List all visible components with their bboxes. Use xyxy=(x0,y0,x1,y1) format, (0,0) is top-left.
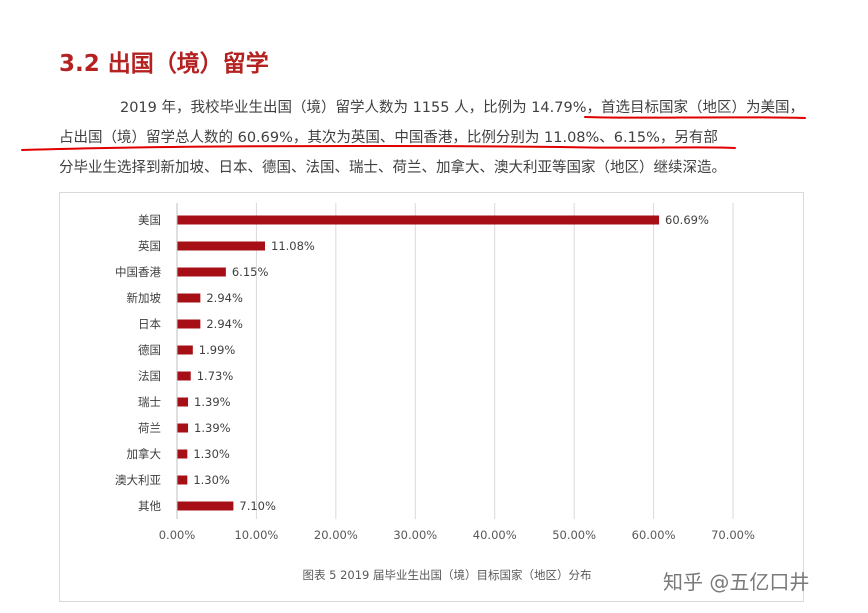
data-label: 1.73% xyxy=(197,369,234,383)
bar xyxy=(177,293,201,303)
x-tick-label: 20.00% xyxy=(314,528,358,542)
data-label: 11.08% xyxy=(271,239,315,253)
chart-title: 图表 5 2019 届毕业生出国（境）目标国家（地区）分布 xyxy=(302,568,591,582)
data-label: 1.30% xyxy=(193,473,230,487)
bar xyxy=(177,345,193,355)
data-label: 60.69% xyxy=(665,213,709,227)
data-label: 2.94% xyxy=(206,317,243,331)
bar xyxy=(177,241,266,251)
category-label: 英国 xyxy=(138,239,161,253)
paragraph-line-3: 分毕业生选择到新加坡、日本、德国、法国、瑞士、荷兰、加拿大、澳大利亚等国家（地区… xyxy=(59,160,726,176)
bar xyxy=(177,397,189,407)
data-label: 1.39% xyxy=(194,395,231,409)
bar xyxy=(177,423,189,433)
data-label: 2.94% xyxy=(206,291,243,305)
data-label: 6.15% xyxy=(232,265,269,279)
x-tick-label: 0.00% xyxy=(159,528,196,542)
x-tick-label: 50.00% xyxy=(552,528,596,542)
bar xyxy=(177,475,188,485)
category-label: 新加坡 xyxy=(127,291,162,305)
bar xyxy=(177,371,191,381)
chart-frame: 0.00% 10.00% 20.00% 30.00% 40.00% 50.00% 60.00… xyxy=(59,192,804,602)
category-label: 德国 xyxy=(138,343,161,357)
watermark: 知乎 @五亿口井 xyxy=(663,570,810,594)
category-label: 澳大利亚 xyxy=(115,473,161,487)
bar xyxy=(177,449,188,459)
data-label: 7.10% xyxy=(239,499,276,513)
category-label: 美国 xyxy=(138,213,161,227)
category-label: 其他 xyxy=(138,499,161,513)
bar xyxy=(177,267,226,277)
data-label: 1.99% xyxy=(199,343,236,357)
bar-chart: 0.00% 10.00% 20.00% 30.00% 40.00% 50.00% 60.00… xyxy=(115,203,755,582)
paragraph-line-1: 2019 年，我校毕业生出国（境）留学人数为 1155 人，比例为 14.79%… xyxy=(119,100,804,116)
category-label: 加拿大 xyxy=(127,447,162,461)
section-heading: 3.2 出国（境）留学 xyxy=(59,51,269,77)
data-label: 1.39% xyxy=(194,421,231,435)
category-label: 法国 xyxy=(138,369,161,383)
x-tick-label: 60.00% xyxy=(632,528,676,542)
x-tick-label: 10.00% xyxy=(234,528,278,542)
category-label: 中国香港 xyxy=(115,265,161,279)
bar xyxy=(177,319,201,329)
paragraph-line-2: 占出国（境）留学总人数的 60.69%，其次为英国、中国香港，比例分别为 11.… xyxy=(59,130,718,146)
x-tick-label: 30.00% xyxy=(393,528,437,542)
category-label: 瑞士 xyxy=(138,395,161,409)
x-tick-label: 70.00% xyxy=(711,528,755,542)
data-label: 1.30% xyxy=(193,447,230,461)
category-label: 日本 xyxy=(138,317,161,331)
bar xyxy=(177,215,660,225)
bar xyxy=(177,501,234,511)
x-tick-label: 40.00% xyxy=(473,528,517,542)
category-label: 荷兰 xyxy=(138,421,161,435)
